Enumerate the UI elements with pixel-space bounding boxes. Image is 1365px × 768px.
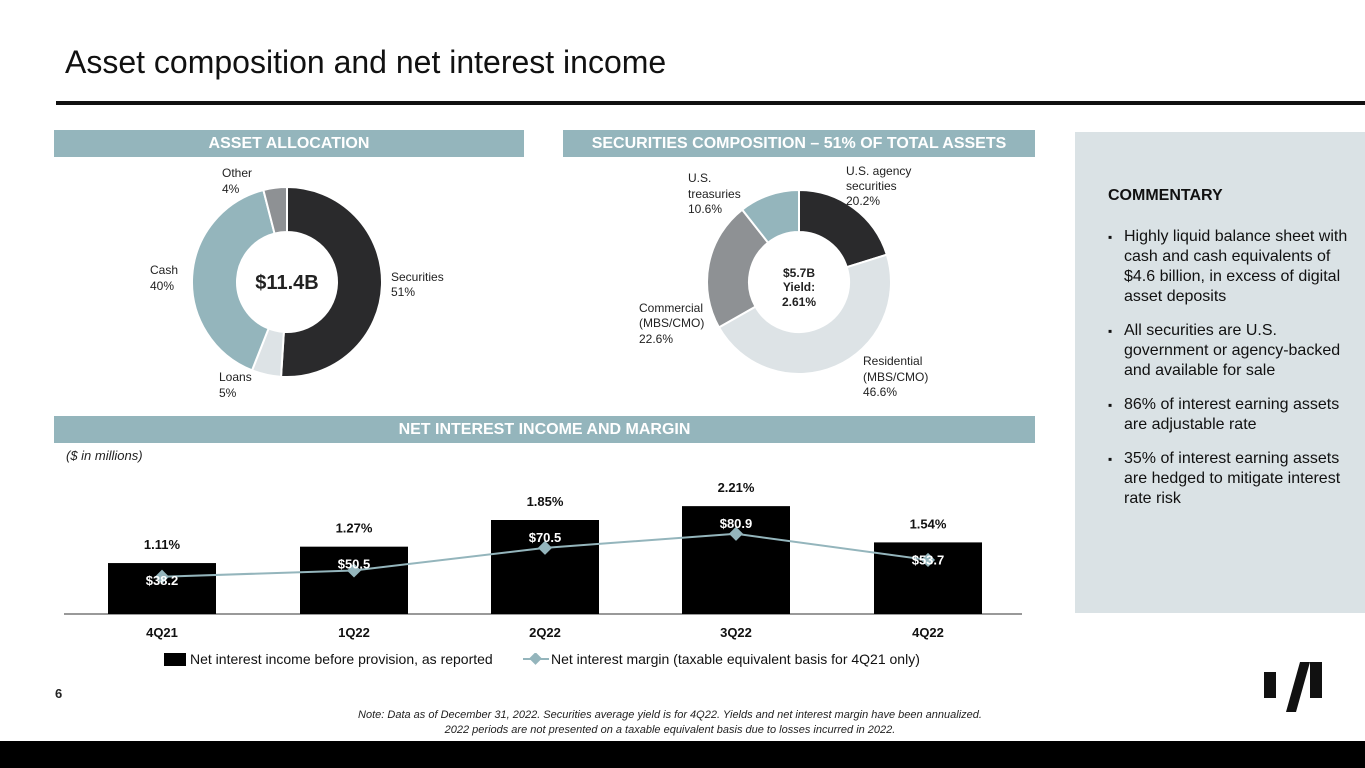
commercial-pct: 22.6% <box>639 332 673 346</box>
x-tick-label: 2Q22 <box>529 625 561 640</box>
residential-label-line2: (MBS/CMO) <box>863 370 928 384</box>
nii-bar-label: $80.9 <box>720 516 753 531</box>
agency-pct: 20.2% <box>846 194 880 208</box>
other-label: Other <box>222 166 252 180</box>
commentary-bullet: All securities are U.S. government or ag… <box>1108 321 1353 381</box>
donut-slice <box>191 188 276 372</box>
nii-bar <box>682 506 790 614</box>
donut-slice <box>740 188 800 245</box>
page-title: Asset composition and net interest incom… <box>65 44 667 80</box>
donut-slice <box>717 253 892 375</box>
company-logo <box>1264 662 1322 712</box>
nii-bar <box>491 520 599 614</box>
nim-label: 1.27% <box>336 521 373 536</box>
commercial-label-line1: Commercial <box>639 301 703 315</box>
asset-allocation-donut: $11.4B Securities 51% Loans 5% Cash 40% … <box>150 166 444 400</box>
donut-center-label: $11.4B <box>255 272 318 294</box>
nim-label: 1.85% <box>527 494 564 509</box>
footnote-line1: Note: Data as of December 31, 2022. Secu… <box>358 709 982 721</box>
residential-label-line1: Residential <box>863 354 922 368</box>
nim-label: 1.11% <box>144 537 181 552</box>
securities-composition-donut: $5.7B Yield: 2.61% U.S. agency securitie… <box>639 164 928 399</box>
asset-allocation-slices <box>191 185 383 378</box>
nim-point <box>154 569 170 584</box>
agency-label-line1: U.S. agency <box>846 164 911 178</box>
residential-pct: 46.6% <box>863 385 897 399</box>
securities-composition-slices <box>706 188 892 375</box>
securities-composition-header: SECURITIES COMPOSITION – 51% OF TOTAL AS… <box>563 130 1035 157</box>
nii-bar <box>300 546 408 614</box>
donut-slice <box>279 185 383 378</box>
other-pct: 4% <box>222 182 240 196</box>
x-tick-label: 4Q22 <box>912 625 944 640</box>
commentary-panel: COMMENTARY Highly liquid balance sheet w… <box>1075 132 1365 613</box>
treasuries-label-line1: U.S. <box>688 171 711 185</box>
commercial-label-line2: (MBS/CMO) <box>639 316 704 330</box>
nii-bar-label: $38.2 <box>146 573 179 588</box>
cash-pct: 40% <box>150 279 174 293</box>
securities-label: Securities <box>391 270 444 284</box>
commentary-bullet: Highly liquid balance sheet with cash an… <box>1108 227 1353 307</box>
agency-label-line2: securities <box>846 179 897 193</box>
nim-point <box>920 552 936 568</box>
nii-bars <box>108 506 982 614</box>
loans-label: Loans <box>219 370 252 384</box>
nii-chart: $38.2 $50.5 $70.5 $80.9 $53.7 1.11% 1.27% 1.85%… <box>64 480 1022 640</box>
nii-bar-label: $53.7 <box>912 552 945 567</box>
legend-swatch-line <box>523 652 549 665</box>
cash-label: Cash <box>150 263 178 277</box>
legend-swatch-bar <box>164 653 186 666</box>
asset-allocation-header: ASSET ALLOCATION <box>54 130 524 157</box>
commentary-heading: COMMENTARY <box>1108 187 1223 204</box>
commentary-bullet: 35% of interest earning assets are hedge… <box>1108 449 1353 509</box>
nii-bar-label: $70.5 <box>529 530 562 545</box>
securities-center-line1: $5.7B <box>783 266 815 280</box>
nii-labels: $38.2 $50.5 $70.5 $80.9 $53.7 1.11% 1.27% 1.85%… <box>144 480 947 640</box>
x-tick-label: 3Q22 <box>720 625 752 640</box>
footnote: Note: Data as of December 31, 2022. Secu… <box>320 708 1020 738</box>
unit-note: ($ in millions) <box>66 448 143 463</box>
donut-slice <box>262 185 288 235</box>
securities-center-line3: 2.61% <box>782 295 816 309</box>
nii-header: NET INTEREST INCOME AND MARGIN <box>54 416 1035 443</box>
nim-label: 2.21% <box>718 480 755 495</box>
nim-label: 1.54% <box>910 516 947 531</box>
nim-point <box>728 526 744 541</box>
commentary-bullet: 86% of interest earning assets are adjus… <box>1108 395 1353 435</box>
page-number: 6 <box>55 686 63 701</box>
treasuries-pct: 10.6% <box>688 202 722 216</box>
securities-pct: 51% <box>391 285 415 299</box>
title-divider <box>56 101 1365 105</box>
legend-item-nii: Net interest income before provision, as… <box>164 651 493 667</box>
x-tick-label: 4Q21 <box>146 625 178 640</box>
treasuries-label-line2: treasuries <box>688 187 741 201</box>
commentary-list: Highly liquid balance sheet with cash an… <box>1108 227 1353 523</box>
legend-label-nii: Net interest income before provision, as… <box>190 651 493 667</box>
footnote-line2: 2022 periods are not presented on a taxa… <box>444 724 896 736</box>
loans-pct: 5% <box>219 386 237 400</box>
securities-center-line2: Yield: <box>783 280 815 294</box>
legend-label-nim: Net interest margin (taxable equivalent … <box>551 651 920 667</box>
legend-item-nim: Net interest margin (taxable equivalent … <box>523 651 920 667</box>
x-tick-label: 1Q22 <box>338 625 370 640</box>
nii-bar-label: $50.5 <box>338 557 371 572</box>
bottom-bar <box>0 741 1365 768</box>
